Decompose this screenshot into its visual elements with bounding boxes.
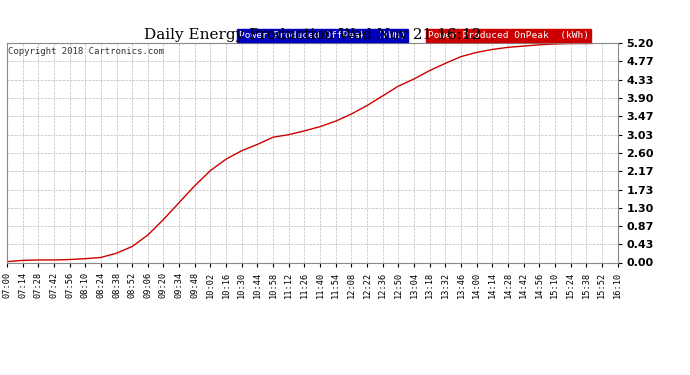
Title: Daily Energy Production Wed Nov 21 16:12: Daily Energy Production Wed Nov 21 16:12 [144, 28, 481, 42]
Text: Power Produced OffPeak  (kWh): Power Produced OffPeak (kWh) [239, 31, 406, 40]
Text: Power Produced OnPeak  (kWh): Power Produced OnPeak (kWh) [428, 31, 589, 40]
Text: Copyright 2018 Cartronics.com: Copyright 2018 Cartronics.com [8, 47, 164, 56]
